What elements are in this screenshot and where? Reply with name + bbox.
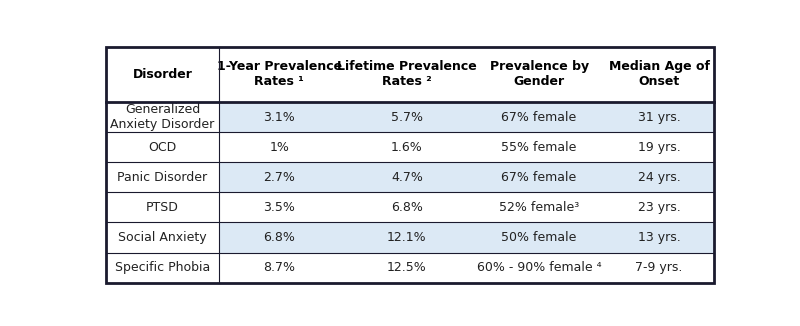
Bar [106,253,218,283]
Text: 31 yrs.: 31 yrs. [638,111,681,124]
Bar [106,222,218,253]
Text: 67% female: 67% female [502,171,577,184]
Text: Disorder: Disorder [133,68,192,81]
Text: 1-Year Prevalence
Rates ¹: 1-Year Prevalence Rates ¹ [217,60,342,88]
Bar [218,132,714,162]
Text: 52% female³: 52% female³ [499,201,579,214]
Text: Prevalence by
Gender: Prevalence by Gender [490,60,589,88]
Text: 5.7%: 5.7% [391,111,423,124]
Text: 50% female: 50% female [502,231,577,244]
Bar [218,253,714,283]
Text: 12.5%: 12.5% [387,261,427,274]
Text: 24 yrs.: 24 yrs. [638,171,681,184]
Bar [106,162,218,192]
Text: 1%: 1% [270,141,290,154]
Bar [106,192,218,222]
Bar [218,102,714,132]
Text: Lifetime Prevalence
Rates ²: Lifetime Prevalence Rates ² [337,60,477,88]
Text: 12.1%: 12.1% [387,231,426,244]
Text: 23 yrs.: 23 yrs. [638,201,681,214]
Text: 1.6%: 1.6% [391,141,423,154]
Text: 3.5%: 3.5% [263,201,295,214]
Text: 13 yrs.: 13 yrs. [638,231,681,244]
Text: 6.8%: 6.8% [263,231,295,244]
Text: 6.8%: 6.8% [391,201,423,214]
Text: Social Anxiety: Social Anxiety [118,231,206,244]
Text: 67% female: 67% female [502,111,577,124]
Bar [106,47,714,102]
Text: 7-9 yrs.: 7-9 yrs. [635,261,683,274]
Bar [218,222,714,253]
Bar [106,102,218,132]
Bar [218,192,714,222]
Text: Generalized
Anxiety Disorder: Generalized Anxiety Disorder [110,103,214,131]
Text: 2.7%: 2.7% [263,171,295,184]
Text: 19 yrs.: 19 yrs. [638,141,681,154]
Text: Panic Disorder: Panic Disorder [118,171,207,184]
Bar [106,132,218,162]
Text: PTSD: PTSD [146,201,179,214]
Text: Specific Phobia: Specific Phobia [114,261,210,274]
Text: 60% - 90% female ⁴: 60% - 90% female ⁴ [477,261,602,274]
Text: 55% female: 55% female [502,141,577,154]
Text: OCD: OCD [148,141,177,154]
Bar [218,162,714,192]
Text: 3.1%: 3.1% [263,111,295,124]
Text: 8.7%: 8.7% [263,261,295,274]
Text: Median Age of
Onset: Median Age of Onset [609,60,710,88]
Text: 4.7%: 4.7% [391,171,423,184]
